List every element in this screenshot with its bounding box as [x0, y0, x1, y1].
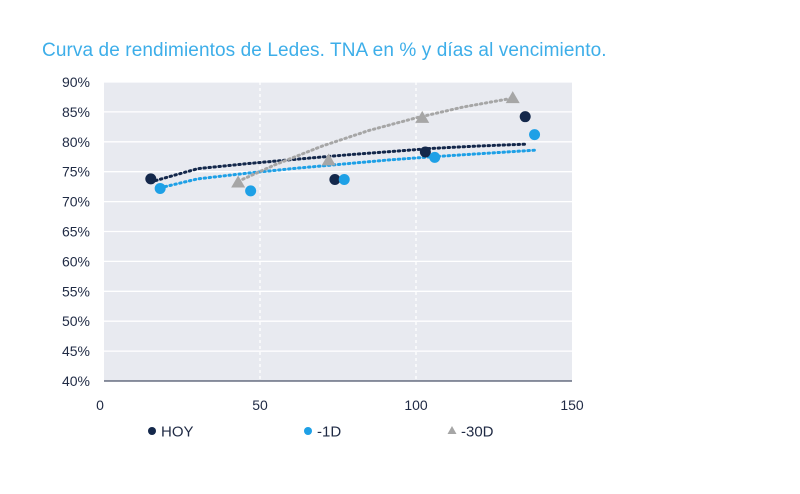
legend-label: -1D — [317, 424, 341, 441]
y-tick-label: 90% — [62, 74, 90, 90]
legend-marker-circle — [304, 427, 312, 435]
data-points — [145, 91, 541, 197]
data-point-circle — [519, 111, 531, 123]
tick-labels: 40% 45% 50% 55% 60% 65% 70% 75% 80% 85% 90% 0 50 100 1… — [62, 74, 584, 413]
trend-line-1d — [158, 148, 537, 190]
data-point-circle — [429, 151, 441, 163]
y-tick-label: 45% — [62, 343, 90, 359]
legend-marker-circle — [148, 427, 156, 435]
legend-label: HOY — [161, 424, 194, 441]
y-tick-label: 40% — [62, 373, 90, 389]
legend: HOY -1D -30D — [148, 424, 494, 441]
x-tick-label: 100 — [404, 397, 428, 413]
y-tick-label: 85% — [62, 104, 90, 120]
legend-marker-triangle — [447, 426, 457, 434]
x-tick-label: 0 — [96, 397, 104, 413]
y-tick-label: 80% — [62, 134, 90, 150]
data-point-triangle — [231, 175, 246, 188]
legend-label: -30D — [461, 424, 494, 441]
x-tick-label: 50 — [252, 397, 268, 413]
y-tick-label: 70% — [62, 194, 90, 210]
data-point-circle — [329, 173, 341, 185]
x-tick-label: 150 — [560, 397, 584, 413]
data-point-circle — [529, 129, 541, 141]
chart-title: Curva de rendimientos de Ledes. TNA en %… — [42, 40, 607, 61]
data-point-triangle — [321, 153, 336, 166]
grid-lines — [104, 81, 572, 381]
y-tick-label: 60% — [62, 253, 90, 269]
data-point-circle — [338, 173, 350, 185]
y-tick-label: 75% — [62, 164, 90, 180]
trend-lines — [149, 96, 537, 190]
y-tick-label: 50% — [62, 313, 90, 329]
data-point-triangle — [415, 110, 430, 123]
data-point-circle — [245, 185, 257, 197]
y-tick-label: 55% — [62, 283, 90, 299]
data-point-triangle — [505, 91, 520, 104]
data-point-circle — [419, 146, 431, 158]
data-point-circle — [154, 182, 166, 194]
trend-line-30d — [236, 96, 515, 183]
trend-line-hoy — [149, 142, 527, 184]
data-point-circle — [145, 173, 157, 185]
y-tick-label: 65% — [62, 224, 90, 240]
